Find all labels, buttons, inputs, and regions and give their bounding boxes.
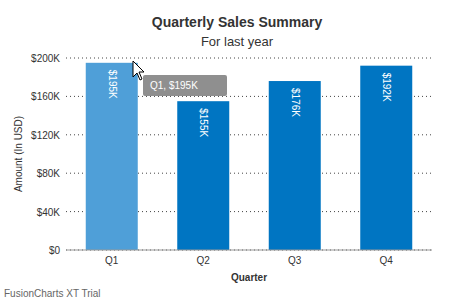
bar [177, 101, 229, 250]
y-tick-label: $40K [37, 207, 61, 218]
x-tick-label: Q4 [380, 255, 394, 266]
data-label: $195K [107, 70, 118, 99]
bar [360, 66, 412, 250]
y-tick-label: $0 [49, 245, 61, 256]
y-tick-label: $80K [37, 168, 61, 179]
watermark: FusionCharts XT Trial [4, 288, 101, 299]
y-axis-title: Amount (In USD) [13, 116, 24, 192]
grid-line [66, 58, 432, 59]
x-tick-label: Q1 [105, 255, 119, 266]
data-label: $192K [381, 73, 392, 102]
x-axis-title: Quarter [231, 272, 267, 283]
tooltip: Q1, $195K [143, 75, 227, 96]
tooltip-box [143, 75, 227, 96]
x-tick-label: Q2 [197, 255, 211, 266]
subtitle: For last year [201, 34, 274, 49]
data-label: $155K [198, 108, 209, 137]
grid-line [66, 250, 432, 251]
bar [269, 81, 321, 250]
cursor [133, 61, 144, 80]
x-tick-label: Q3 [288, 255, 302, 266]
title: Quarterly Sales Summary [152, 14, 323, 30]
y-tick-label: $120K [31, 130, 60, 141]
y-tick-label: $160K [31, 91, 60, 102]
data-label: $176K [290, 88, 301, 117]
y-tick-label: $200K [31, 53, 60, 64]
chart: Quarterly Sales Summary For last year $0 $4… [0, 0, 474, 307]
bar [86, 63, 138, 250]
bars [86, 63, 413, 250]
x-axis-line [66, 250, 432, 251]
tooltip-text: Q1, $195K [150, 80, 198, 91]
